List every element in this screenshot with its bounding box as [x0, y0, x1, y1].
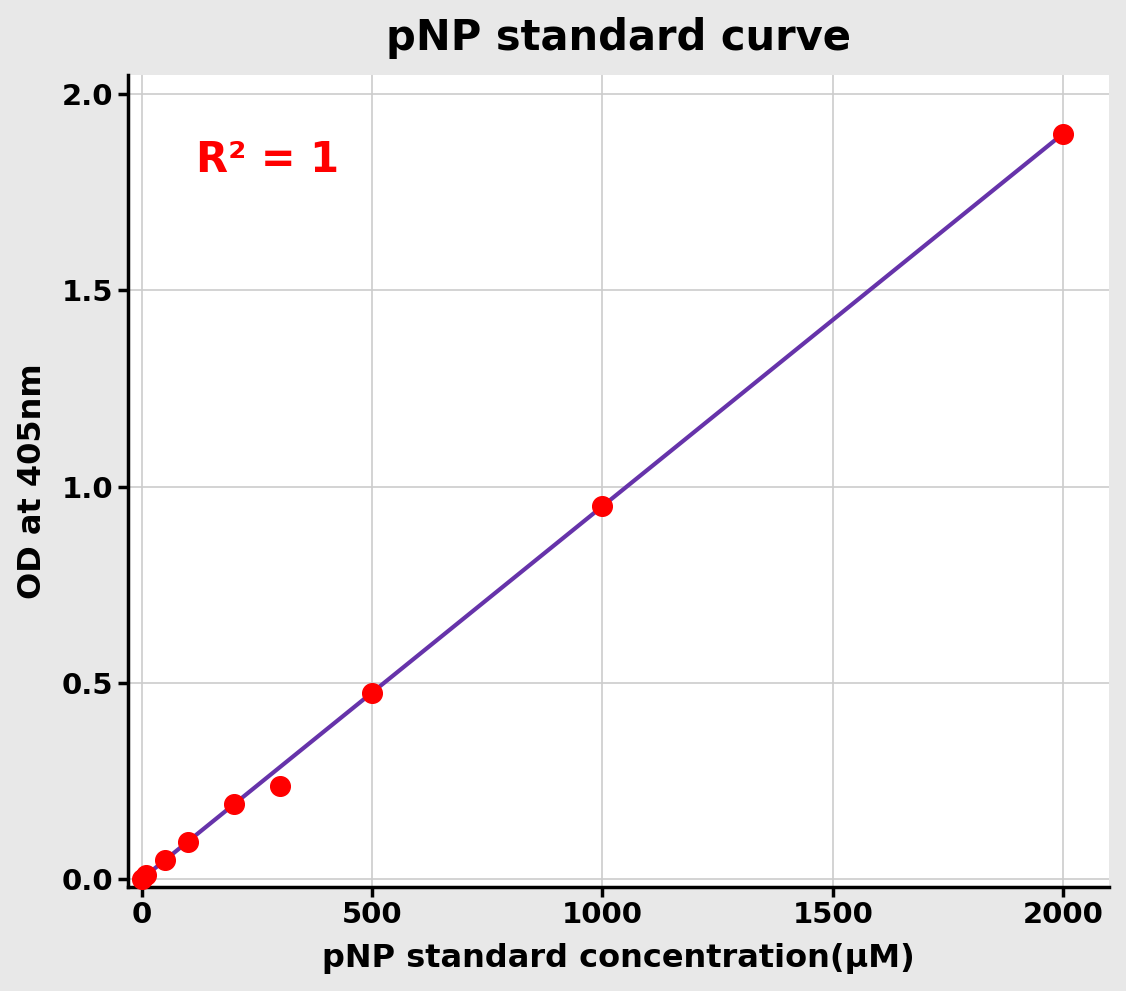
Point [155, 852, 173, 868]
Point [225, 797, 243, 813]
Text: R² = 1: R² = 1 [196, 139, 340, 181]
Y-axis label: OD at 405nm: OD at 405nm [17, 363, 47, 599]
Point [1054, 126, 1072, 142]
Title: pNP standard curve: pNP standard curve [386, 17, 851, 58]
Point [133, 871, 151, 887]
Point [137, 867, 155, 883]
Point [363, 685, 381, 701]
Point [179, 833, 197, 849]
X-axis label: pNP standard concentration(μM): pNP standard concentration(μM) [322, 943, 915, 974]
Point [593, 498, 611, 514]
Point [271, 778, 289, 794]
